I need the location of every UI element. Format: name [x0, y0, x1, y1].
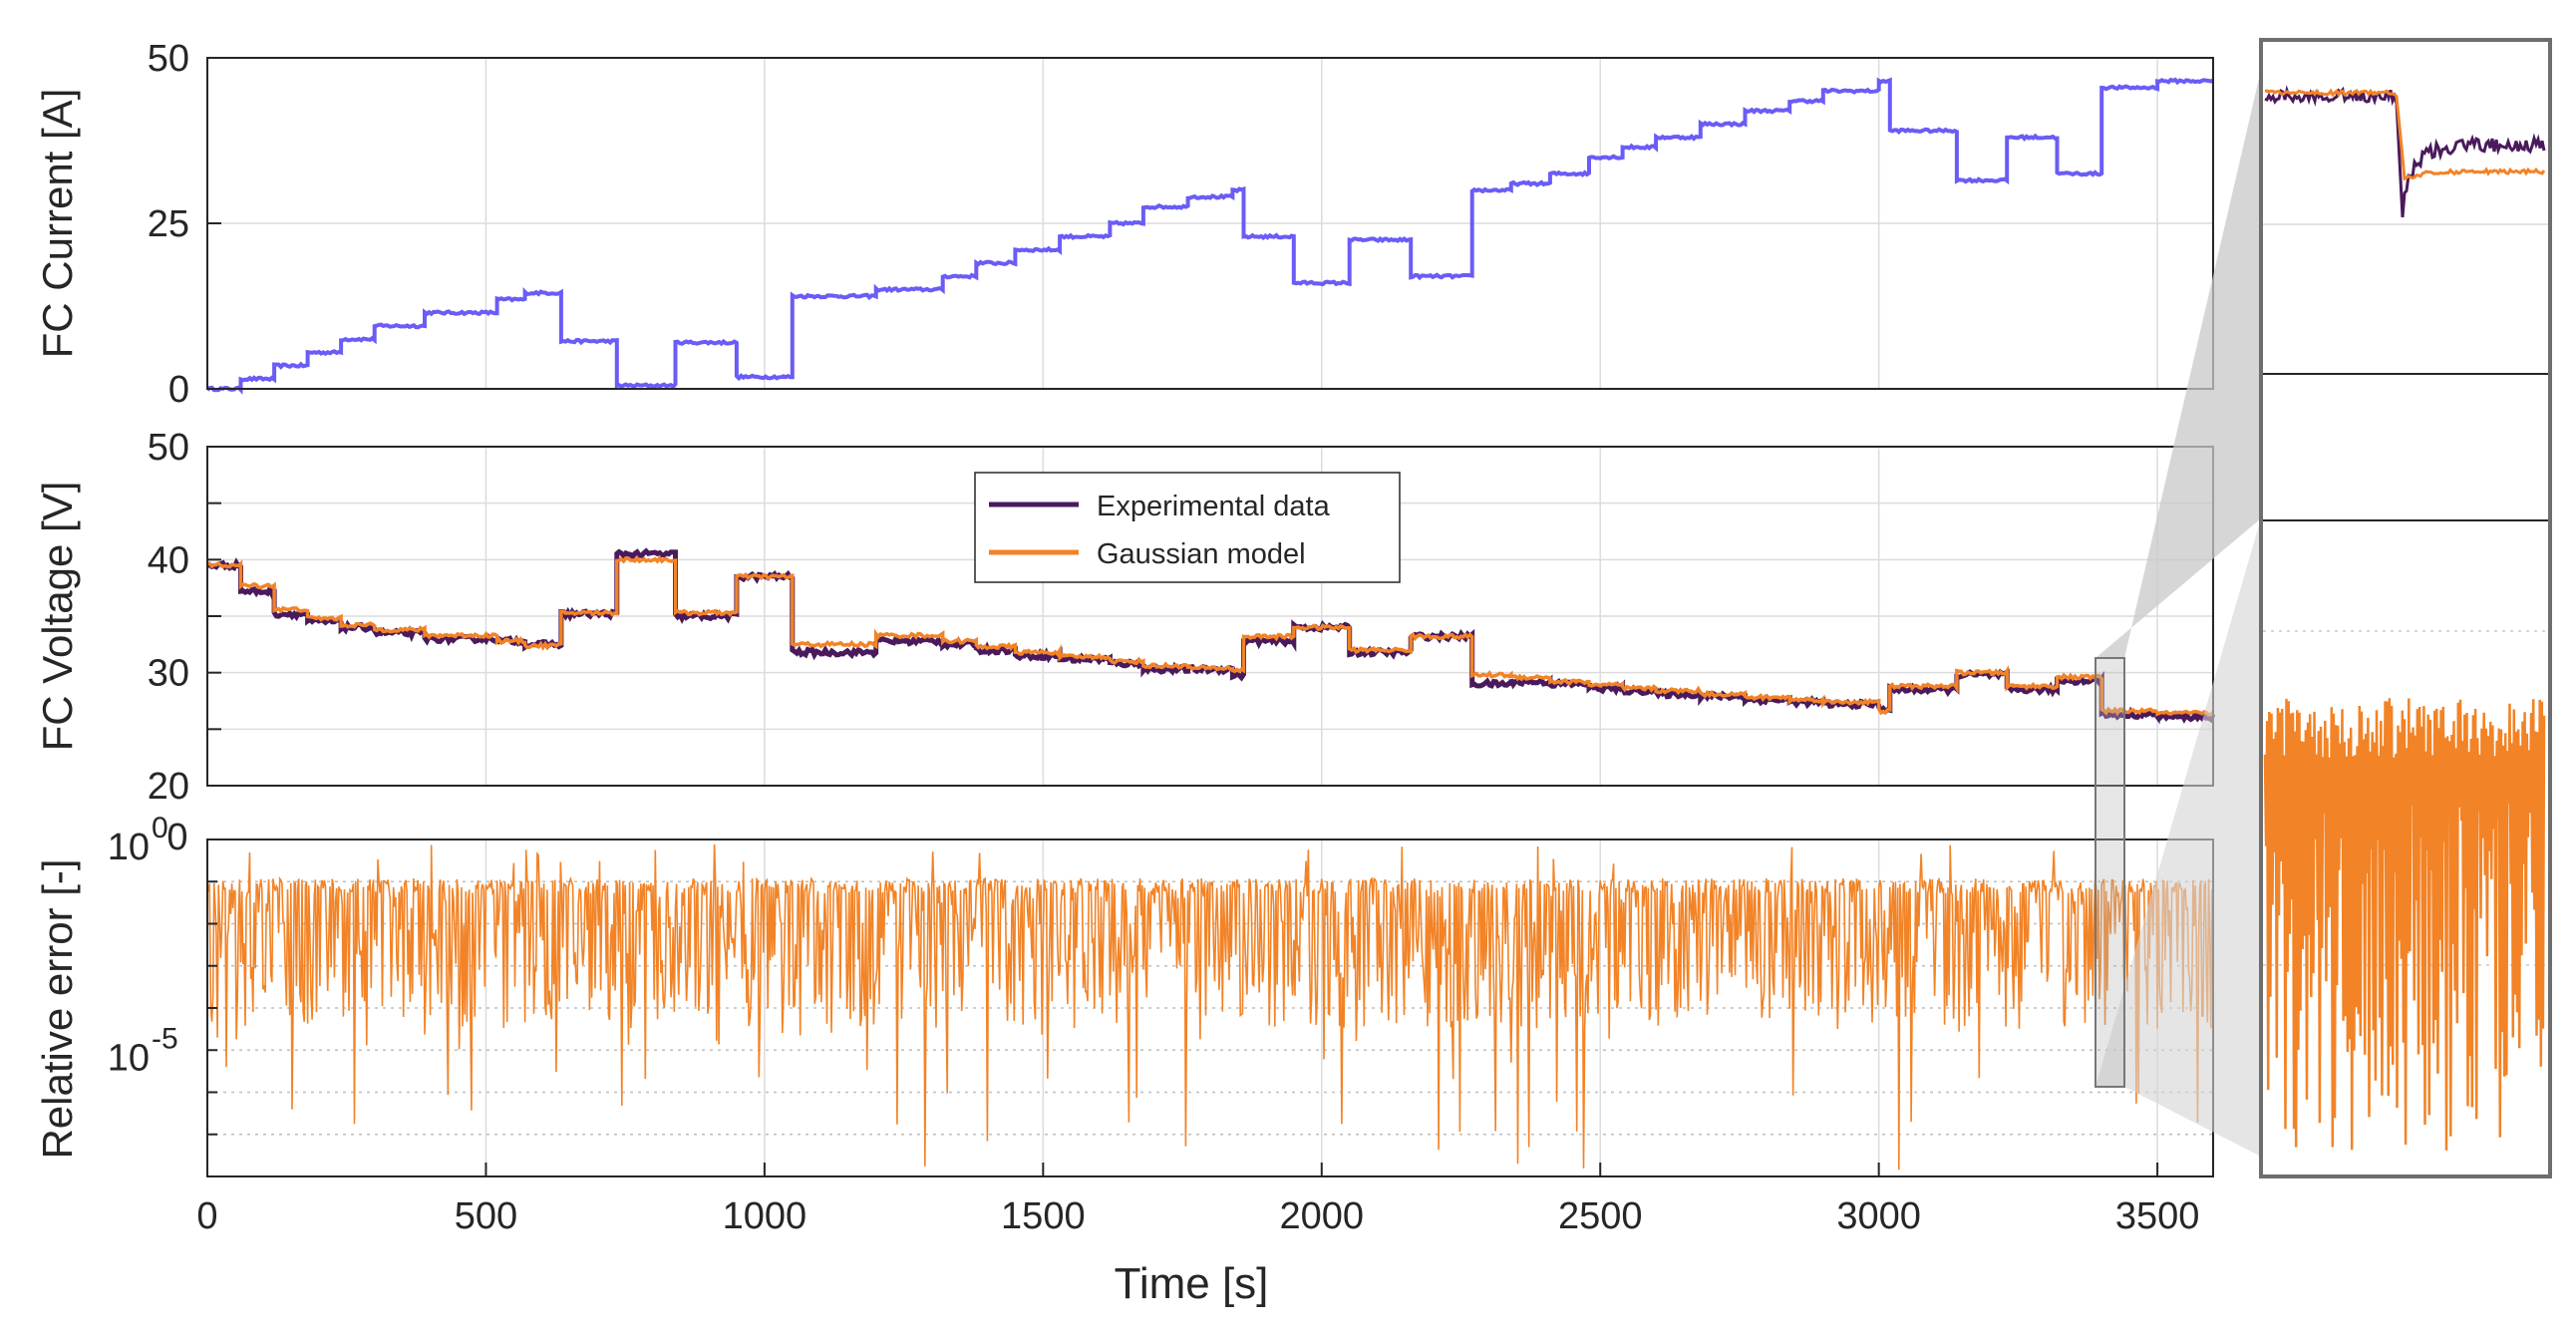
x-tick-label: 3000 — [1836, 1195, 1921, 1237]
zoom-selection-box — [2094, 657, 2125, 1088]
legend-model-label: Gaussian model — [1097, 538, 1306, 570]
inset-error-line — [2263, 698, 2546, 1151]
x-tick-label: 1500 — [1001, 1195, 1086, 1237]
zoom-connectors — [2094, 70, 2261, 1157]
y-tick-label: 10 — [108, 827, 150, 868]
x-tick-label: 1000 — [723, 1195, 807, 1237]
x-tick-label: 3500 — [2115, 1195, 2200, 1237]
x-tick-label: 2500 — [1558, 1195, 1643, 1237]
current-y-ticks: 0 25 50 — [148, 38, 221, 411]
x-axis-label: Time [s] — [1115, 1259, 1269, 1308]
y-tick-label: 50 — [148, 427, 189, 469]
zoom-wedge-error — [2095, 518, 2261, 1157]
voltage-panel: 20 30 40 50 FC Voltage [V] Experimental dat… — [34, 427, 2216, 808]
legend-box — [974, 472, 1401, 583]
y-tick-label: 50 — [148, 38, 189, 80]
x-tick-label: 2000 — [1280, 1195, 1365, 1237]
error-y-ticks: 10 010 -5 — [108, 812, 217, 1177]
legend: Experimental data Gaussian model — [974, 472, 1401, 583]
error-panel: 10 010 -5 0 Relative error [-] 0 500 1000 150… — [34, 812, 2214, 1308]
current-panel: 0 25 50 FC Current [A] — [34, 38, 2214, 411]
current-series-line — [205, 77, 2214, 395]
error-top-label: 0 — [166, 817, 187, 858]
y-tick-label: 25 — [148, 203, 189, 245]
legend-experimental-label: Experimental data — [1097, 491, 1331, 522]
voltage-y-ticks: 20 30 40 50 — [148, 427, 221, 808]
x-tick-label: 0 — [196, 1195, 217, 1237]
error-ylabel: Relative error [-] — [34, 858, 81, 1159]
y-tick-label: 30 — [148, 653, 189, 695]
x-tick-label: 500 — [455, 1195, 517, 1237]
y-tick-exponent: -5 — [152, 1022, 178, 1055]
y-tick-exponent: 0 — [152, 812, 168, 844]
inset-model-line — [2264, 88, 2546, 181]
zoom-inset — [2259, 38, 2552, 1178]
x-ticks: 0 500 1000 1500 2000 2500 3000 3500 — [196, 1163, 2199, 1237]
voltage-model-line — [207, 554, 2215, 717]
error-series-line — [206, 843, 2214, 1170]
zoom-wedge-voltage — [2095, 70, 2261, 658]
y-tick-label: 20 — [148, 766, 189, 808]
voltage-ylabel: FC Voltage [V] — [34, 482, 81, 752]
y-tick-label: 10 — [108, 1037, 150, 1079]
y-tick-label: 0 — [168, 369, 189, 411]
current-ylabel: FC Current [A] — [34, 89, 81, 359]
y-tick-label: 40 — [148, 539, 189, 581]
inset-frame — [2259, 38, 2552, 1178]
